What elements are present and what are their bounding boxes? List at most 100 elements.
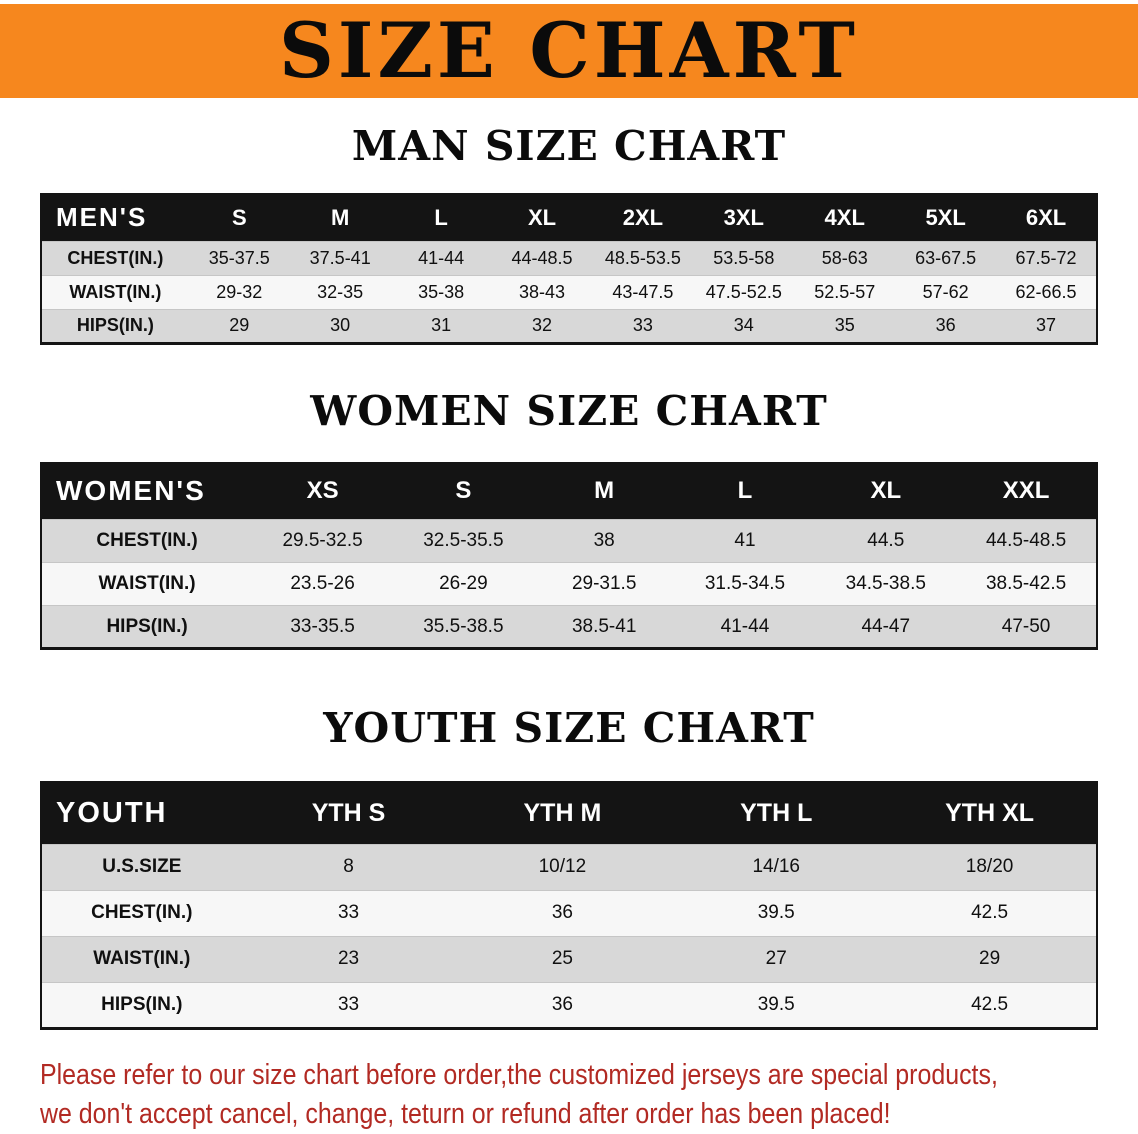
size-column-header: S — [392, 462, 534, 520]
disclaimer-line-2: we don't accept cancel, change, teturn o… — [40, 1097, 891, 1130]
size-column-header: YTH M — [455, 782, 670, 844]
size-value-cell: 41 — [734, 530, 756, 551]
size-value-cell: 29.5-32.5 — [282, 530, 363, 551]
size-value-cell: 31 — [431, 315, 452, 335]
header-row: YOUTH YTH S YTH M YTH L YTH XL — [41, 782, 1097, 844]
men-section-heading: MAN SIZE CHART — [351, 122, 787, 170]
size-value-cell: 39.5 — [757, 993, 795, 1015]
size-value-cell: 43-47.5 — [612, 281, 674, 302]
table-body: U.S.SIZE 8 10/12 14/16 18/20 CHEST(IN.) 33 36 39… — [41, 844, 1097, 1028]
size-column-header: 3XL — [693, 194, 795, 241]
size-value-cell: 48.5-53.5 — [604, 247, 681, 268]
measurement-label: HIPS(IN.) — [101, 993, 183, 1015]
header-row: WOMEN'S XS S M L XL XXL — [41, 462, 1097, 520]
measurement-row: CHEST(IN.) 35-37.5 37.5-41 41-44 44-48.5 48.5… — [41, 241, 1097, 275]
size-value-cell: 30 — [330, 315, 351, 335]
women-section-heading: WOMEN SIZE CHART — [310, 386, 828, 435]
size-value-cell: 44-47 — [861, 615, 911, 637]
size-value-cell: 38.5-42.5 — [985, 573, 1067, 594]
size-value-cell: 35-38 — [418, 281, 465, 302]
size-value-cell: 29-32 — [216, 281, 263, 302]
measurement-label: CHEST(IN.) — [96, 530, 198, 551]
size-column-header: 5XL — [895, 194, 997, 241]
size-column-header: YTH S — [241, 782, 456, 844]
size-value-cell: 14/16 — [752, 856, 800, 877]
measurement-label: WAIST(IN.) — [93, 948, 191, 969]
size-column-header: YTH L — [669, 782, 884, 844]
table-head: WOMEN'S XS S M L XL XXL — [41, 462, 1097, 520]
men-size-table: MEN'S S M L XL 2XL 3XL 4XL 5XL 6XL CHEST(IN.) 35-37… — [40, 193, 1098, 345]
size-value-cell: 23.5-26 — [290, 573, 355, 594]
size-value-cell: 31.5-34.5 — [704, 573, 786, 594]
group-label: MEN'S — [41, 194, 189, 241]
measurement-row: WAIST(IN.) 29-32 32-35 35-38 38-43 43-47.5 47.… — [41, 275, 1097, 309]
size-chart-banner: SIZE CHART — [0, 4, 1138, 98]
size-value-cell: 42.5 — [971, 993, 1009, 1015]
size-column-header: XS — [252, 462, 393, 520]
size-value-cell: 38 — [593, 530, 615, 551]
size-column-header: YTH XL — [883, 782, 1097, 844]
size-column-header: XXL — [956, 462, 1097, 520]
size-value-cell: 52.5-57 — [814, 281, 876, 302]
size-value-cell: 25 — [551, 948, 573, 969]
size-value-cell: 32.5-35.5 — [423, 530, 504, 551]
size-column-header: XL — [491, 194, 593, 241]
measurement-label: WAIST(IN.) — [69, 281, 162, 302]
header-row: MEN'S S M L XL 2XL 3XL 4XL 5XL 6XL — [41, 194, 1097, 241]
size-value-cell: 67.5-72 — [1015, 247, 1077, 268]
measurement-row: CHEST(IN.) 33 36 39.5 42.5 — [41, 890, 1097, 936]
size-value-cell: 36 — [551, 902, 573, 923]
size-column-header: 2XL — [592, 194, 694, 241]
size-value-cell: 33-35.5 — [290, 615, 355, 637]
size-value-cell: 35-37.5 — [208, 247, 270, 268]
table-body: CHEST(IN.) 29.5-32.5 32.5-35.5 38 41 44.5 44.5… — [41, 519, 1097, 649]
measurement-row: HIPS(IN.) 33 36 39.5 42.5 — [41, 982, 1097, 1028]
measurement-label: WAIST(IN.) — [98, 573, 196, 594]
measurement-row: CHEST(IN.) 29.5-32.5 32.5-35.5 38 41 44.5 44.5… — [41, 519, 1097, 563]
size-value-cell: 32 — [531, 315, 553, 335]
measurement-row: WAIST(IN.) 23 25 27 29 — [41, 936, 1097, 982]
size-value-cell: 35.5-38.5 — [423, 615, 504, 637]
youth-size-chart-section: YOUTH SIZE CHART YOUTH YTH S YTH M YTH L YTH… — [40, 708, 1098, 1030]
size-value-cell: 34.5-38.5 — [845, 573, 926, 594]
size-value-cell: 26-29 — [439, 573, 488, 594]
group-label: WOMEN'S — [41, 462, 253, 520]
size-value-cell: 33 — [632, 315, 653, 335]
size-value-cell: 57-62 — [922, 281, 969, 302]
size-value-cell: 29 — [979, 948, 1001, 969]
size-value-cell: 44.5-48.5 — [985, 530, 1067, 551]
table-head: MEN'S S M L XL 2XL 3XL 4XL 5XL 6XL — [41, 194, 1097, 241]
size-value-cell: 33 — [337, 902, 360, 923]
size-value-cell: 39.5 — [757, 902, 795, 923]
measurement-row: HIPS(IN.) 33-35.5 35.5-38.5 38.5-41 41-44 44-… — [41, 605, 1097, 649]
measurement-label: CHEST(IN.) — [67, 247, 164, 268]
size-value-cell: 41-44 — [720, 615, 770, 637]
women-size-table: WOMEN'S XS S M L XL XXL CHEST(IN.) 29.5-32.5 32.5… — [40, 461, 1098, 650]
size-value-cell: 62-66.5 — [1015, 281, 1077, 302]
size-column-header: 4XL — [794, 194, 896, 241]
size-column-header: M — [533, 462, 675, 520]
size-value-cell: 35 — [834, 315, 855, 335]
measurement-label: U.S.SIZE — [102, 856, 182, 877]
size-column-header: S — [188, 194, 290, 241]
measurement-row: WAIST(IN.) 23.5-26 26-29 29-31.5 31.5-34.5 34… — [41, 562, 1097, 606]
size-value-cell: 29-31.5 — [571, 573, 637, 594]
size-value-cell: 63-67.5 — [915, 247, 977, 268]
size-value-cell: 34 — [733, 315, 754, 335]
size-value-cell: 58-63 — [821, 247, 868, 268]
size-value-cell: 47.5-52.5 — [705, 281, 782, 302]
size-value-cell: 27 — [765, 948, 787, 969]
size-value-cell: 44.5 — [867, 530, 905, 551]
size-value-cell: 42.5 — [971, 902, 1009, 923]
youth-section-heading: YOUTH SIZE CHART — [323, 704, 815, 752]
disclaimer-note: Please refer to our size chart before or… — [40, 1056, 1138, 1134]
size-value-cell: 18/20 — [965, 856, 1014, 877]
size-value-cell: 37 — [1036, 315, 1057, 335]
women-size-chart-section: WOMEN SIZE CHART WOMEN'S XS S M L XL XXL CHEST(… — [40, 386, 1098, 650]
size-column-header: L — [674, 462, 816, 520]
size-value-cell: 47-50 — [1001, 615, 1051, 637]
size-column-header: 6XL — [996, 194, 1097, 241]
size-column-header: M — [289, 194, 391, 241]
table-head: YOUTH YTH S YTH M YTH L YTH XL — [41, 782, 1097, 844]
